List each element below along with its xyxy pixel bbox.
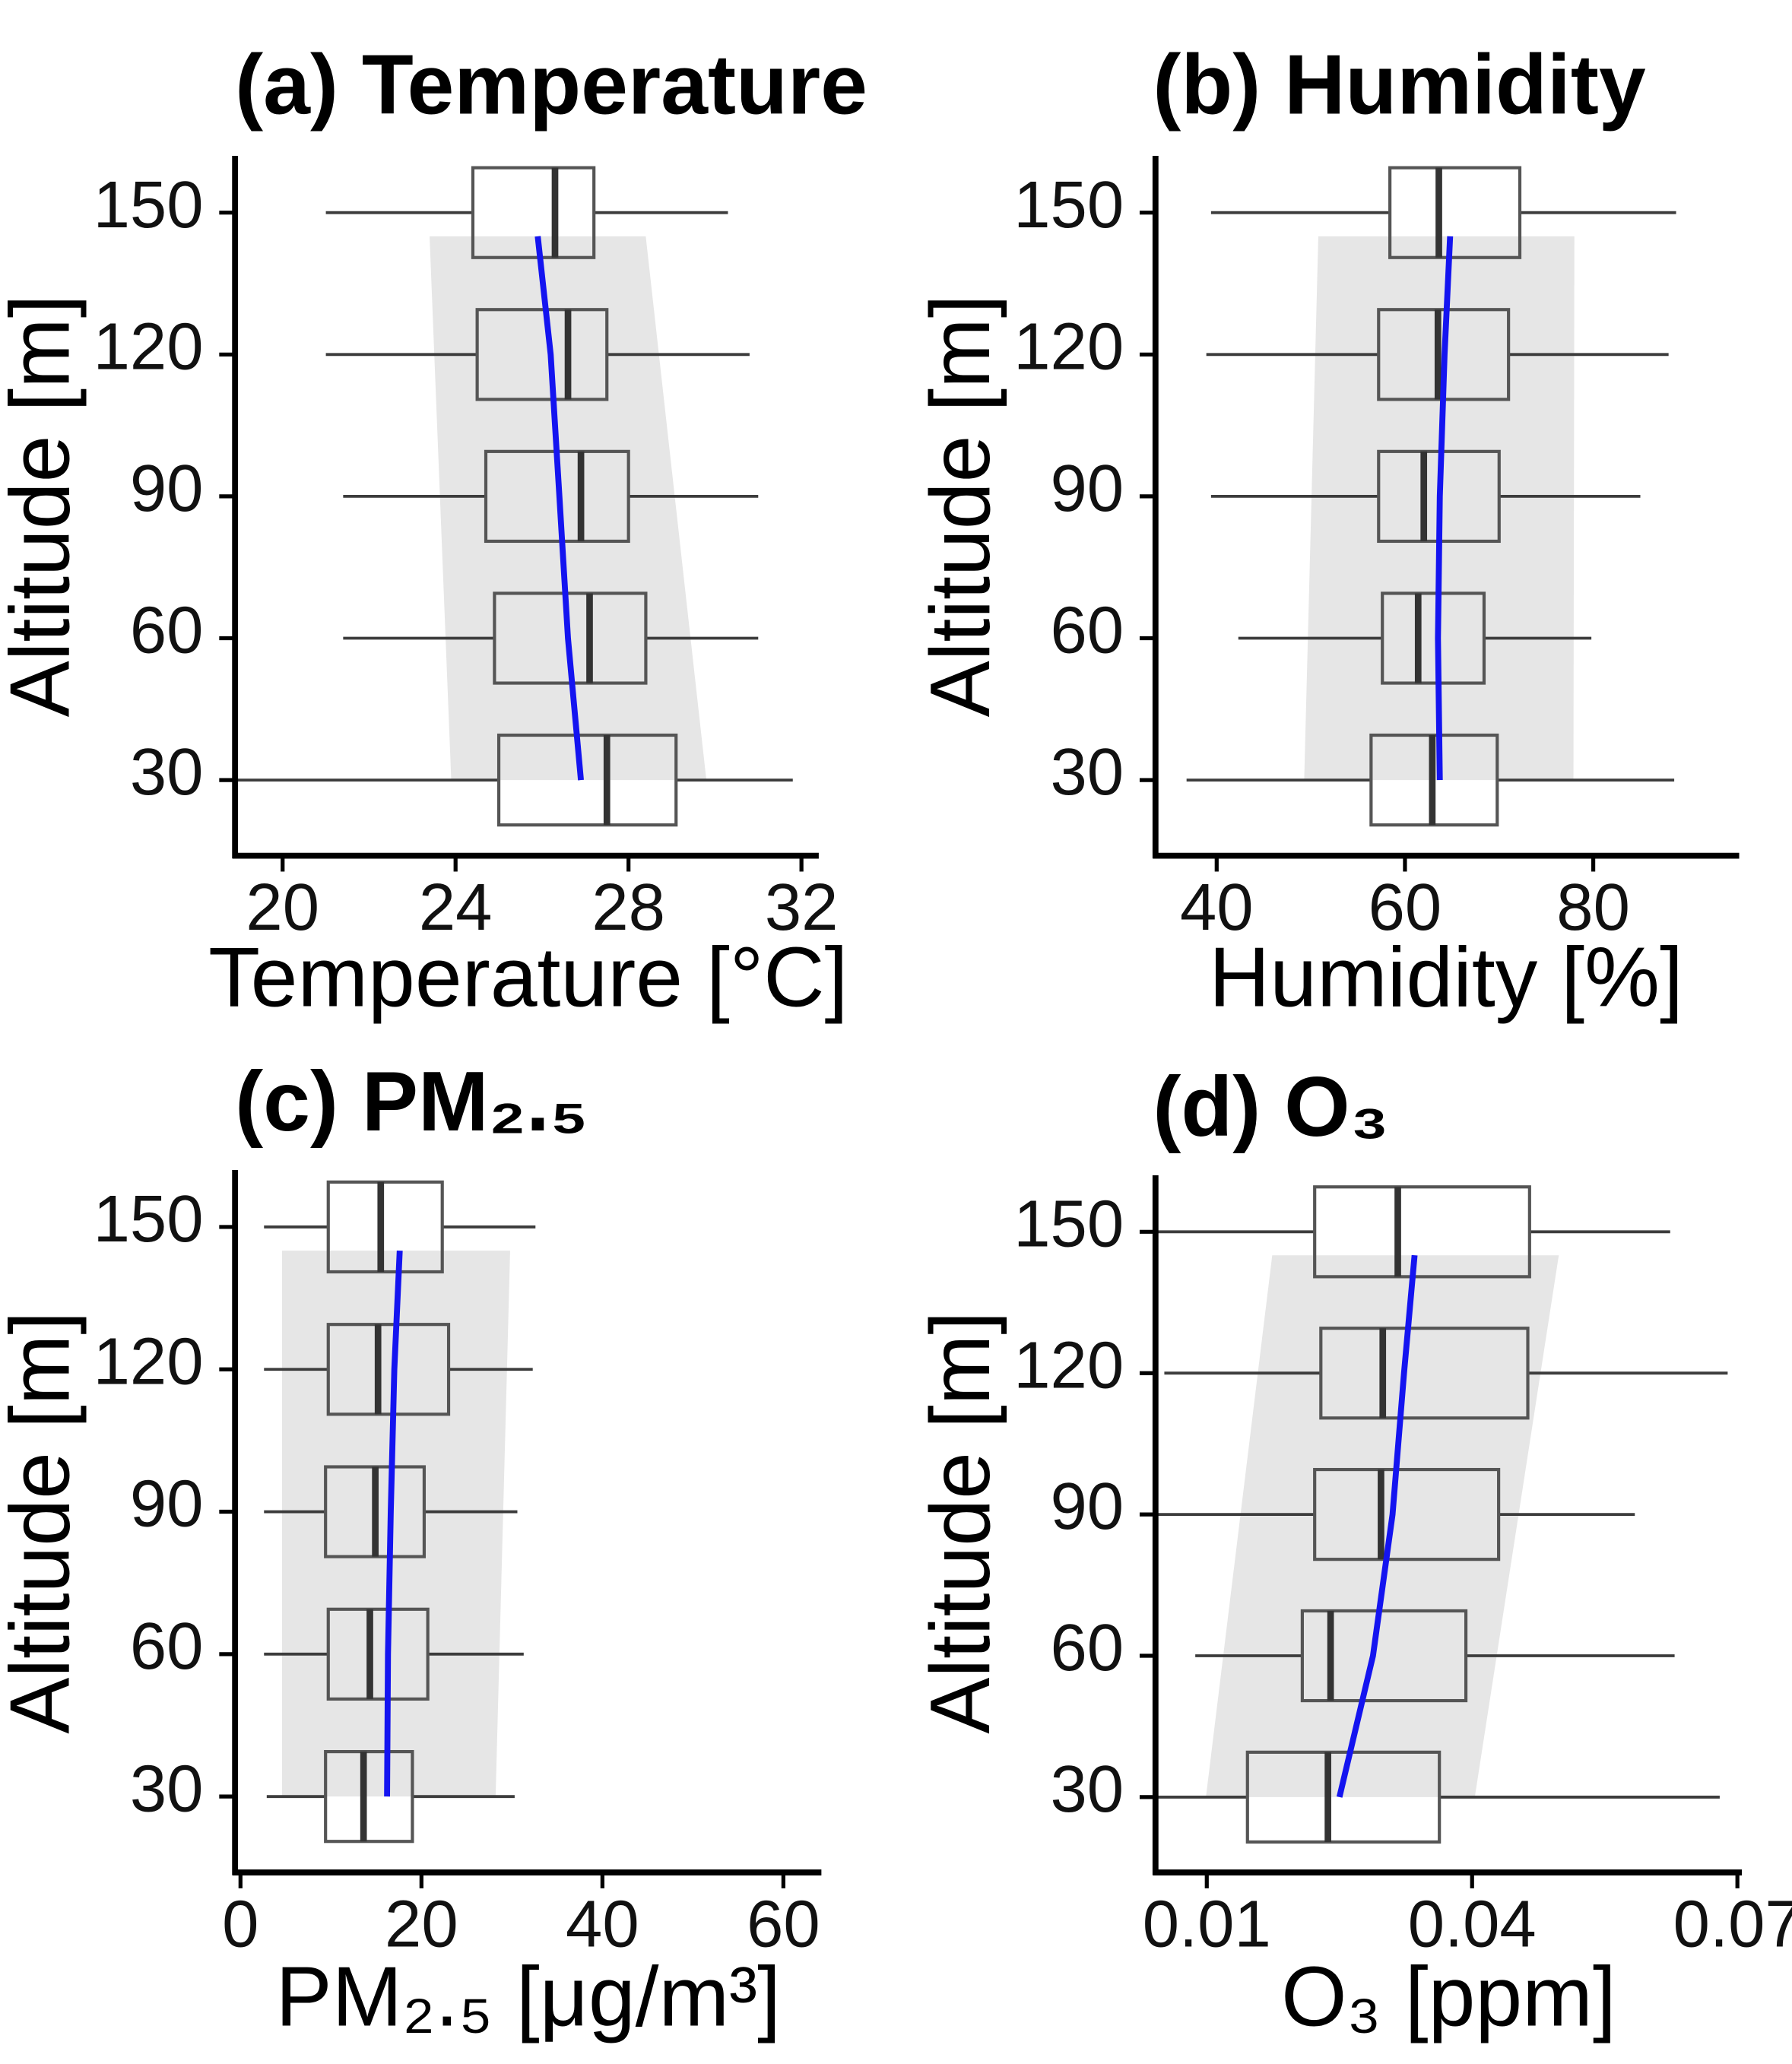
confidence-band — [282, 1251, 510, 1797]
panel-pm25: (c) PM₂.₅ 30 60 90 120 150 0 20 40 60 PM₂.₅ [μg/… — [0, 1054, 822, 2044]
trend-line — [1435, 236, 1454, 781]
panel-title: (a) Temperature — [235, 36, 867, 132]
x-tick-label: 28 — [592, 870, 665, 944]
y-tick-label: 120 — [94, 309, 204, 383]
y-axis-label: Altitude [m] — [0, 294, 87, 717]
x-tick-label: 0.01 — [1143, 1887, 1271, 1961]
box-90 — [264, 1465, 518, 1558]
y-tick-label: 30 — [1051, 1752, 1124, 1826]
box-120 — [325, 308, 750, 401]
x-axis-label: Temperature [°C] — [208, 930, 848, 1025]
y-axis-label: Altitude [m] — [0, 1311, 87, 1734]
box-90 — [343, 449, 759, 544]
x-tick-label: 0 — [222, 1887, 258, 1961]
iqr-box — [1300, 1609, 1468, 1703]
box-90 — [1155, 1467, 1635, 1561]
x-tick-label: 0.04 — [1408, 1887, 1537, 1961]
x-axis-label: PM₂.₅ [μg/m³] — [275, 1949, 781, 2044]
box-60 — [1195, 1609, 1675, 1703]
y-tick-label: 30 — [130, 735, 204, 809]
x-tick-label: 40 — [1180, 870, 1254, 944]
y-tick-label: 60 — [1051, 594, 1124, 667]
plot-area: 30 60 90 120 150 20 24 28 32 — [94, 156, 839, 944]
iqr-box — [1313, 1185, 1531, 1279]
y-tick-label: 30 — [1051, 735, 1124, 809]
y-tick-label: 60 — [130, 1609, 204, 1683]
y-tick-label: 120 — [94, 1324, 204, 1398]
trend-line — [384, 1250, 403, 1797]
iqr-box — [326, 1323, 451, 1416]
x-tick-label: 40 — [566, 1887, 639, 1961]
iqr-box — [475, 308, 609, 401]
x-tick-label: 60 — [747, 1887, 820, 1961]
x-tick-label: 20 — [385, 1887, 458, 1961]
panel-title: (c) PM₂.₅ — [235, 1054, 588, 1149]
x-tick-label: 24 — [419, 870, 493, 944]
x-tick-label: 32 — [765, 870, 839, 944]
plot-area: 30 60 90 120 150 0 20 40 60 — [94, 1170, 822, 1961]
panel-title: (b) Humidity — [1153, 36, 1646, 132]
box-150 — [264, 1180, 536, 1274]
y-tick-label: 90 — [1051, 1470, 1124, 1543]
iqr-box — [1381, 591, 1486, 685]
iqr-box — [1245, 1750, 1442, 1844]
panel-temperature: (a) Temperature 30 60 90 120 150 20 24 28 32 Tem… — [0, 36, 867, 1024]
box-60 — [343, 591, 759, 685]
x-tick-label: 20 — [246, 870, 319, 944]
x-tick-label: 60 — [1369, 870, 1442, 944]
box-30 — [235, 733, 793, 827]
trend-line — [534, 236, 584, 781]
iqr-box — [1319, 1327, 1530, 1420]
y-axis-label: Altitude [m] — [912, 1311, 1007, 1734]
iqr-box — [1313, 1467, 1501, 1561]
y-tick-label: 150 — [1013, 1187, 1124, 1260]
trend-line — [1336, 1254, 1418, 1798]
y-tick-label: 120 — [1013, 309, 1124, 383]
box-60 — [264, 1607, 524, 1701]
box-30 — [1155, 1750, 1720, 1844]
iqr-box — [326, 1180, 444, 1274]
y-tick-label: 120 — [1013, 1328, 1124, 1402]
panel-ozone: (d) O₃ 30 60 90 120 150 0.01 0.04 0.07 O₃ [ppm]… — [912, 1059, 1792, 2044]
y-tick-label: 90 — [1051, 452, 1124, 525]
x-axis-label: Humidity [%] — [1209, 930, 1683, 1025]
iqr-box — [326, 1607, 430, 1701]
box-120 — [1164, 1327, 1728, 1420]
box-150 — [1155, 1185, 1670, 1279]
box-120 — [264, 1323, 533, 1416]
box-150 — [325, 166, 728, 259]
iqr-box — [471, 166, 596, 259]
y-tick-label: 30 — [130, 1752, 204, 1825]
box-60 — [1238, 591, 1592, 685]
y-tick-label: 60 — [130, 594, 204, 667]
box-150 — [1210, 166, 1676, 259]
x-tick-label: 0.07 — [1673, 1887, 1792, 1961]
confidence-band — [430, 236, 707, 781]
y-tick-label: 150 — [94, 1182, 204, 1256]
y-tick-label: 150 — [1013, 168, 1124, 242]
panel-title: (d) O₃ — [1153, 1059, 1389, 1154]
panel-humidity: (b) Humidity 30 60 90 120 150 40 60 80 Humidity… — [912, 36, 1740, 1025]
y-tick-label: 90 — [130, 1467, 204, 1541]
iqr-box — [496, 733, 678, 827]
box-30 — [266, 1750, 515, 1844]
y-axis-label: Altitude [m] — [912, 294, 1007, 717]
y-tick-label: 150 — [94, 168, 204, 242]
x-axis-label: O₃ [ppm] — [1281, 1949, 1616, 2044]
iqr-box — [324, 1750, 414, 1844]
y-tick-label: 90 — [130, 452, 204, 525]
plot-area: 30 60 90 120 150 0.01 0.04 0.07 — [1013, 1175, 1792, 1961]
box-30 — [1186, 733, 1675, 827]
y-tick-label: 60 — [1051, 1611, 1124, 1685]
iqr-box — [1388, 166, 1522, 259]
x-tick-label: 80 — [1556, 870, 1630, 944]
plot-area: 30 60 90 120 150 40 60 80 — [1013, 156, 1740, 944]
